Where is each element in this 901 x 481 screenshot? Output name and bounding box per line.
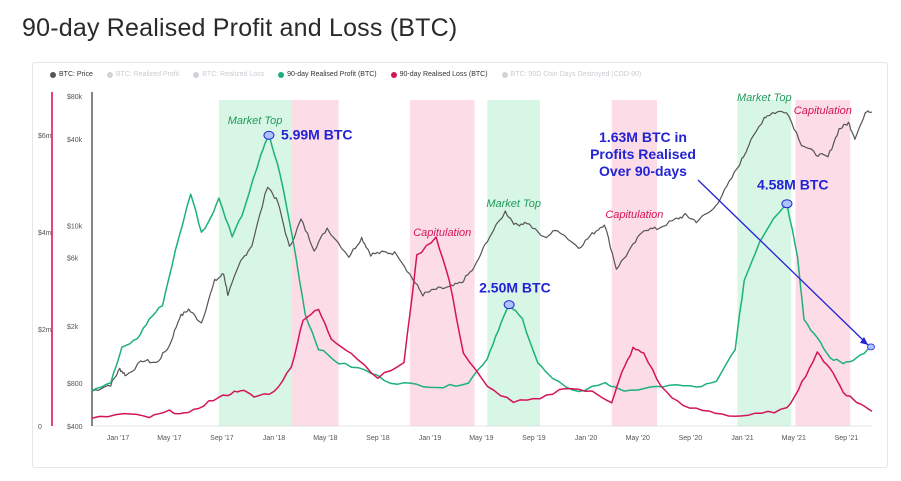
x-tick-label: Sep '17 xyxy=(210,435,234,442)
region-label: Market Top xyxy=(486,198,541,210)
market-top-region xyxy=(218,100,292,426)
legend-item[interactable]: 90-day Realised Profit (BTC) xyxy=(278,71,377,78)
market-top-region xyxy=(737,100,792,426)
callout-text: 1.63M BTC in xyxy=(599,129,687,145)
peak-marker-icon xyxy=(781,199,793,209)
x-tick-label: May '19 xyxy=(469,435,493,442)
chart-legend: BTC: Price BTC: Realized Profit BTC: Reali… xyxy=(50,71,641,78)
region-label: Market Top xyxy=(228,115,283,127)
region-label: Market Top xyxy=(737,92,792,104)
legend-item[interactable]: 90-day Realised Loss (BTC) xyxy=(390,71,488,78)
axes: 0 $2m $4m $6m $400 $800 $2k $6k $10k $40k $80k Jan … xyxy=(38,92,858,442)
region-label: Capitulation xyxy=(794,105,852,117)
legend-label: 90-day Realised Loss (BTC) xyxy=(399,71,488,78)
x-tick-label: Sep '20 xyxy=(679,435,703,442)
callout-text: Over 90-days xyxy=(599,163,687,179)
peak-label: 5.99M BTC xyxy=(281,126,353,142)
legend-item[interactable]: BTC: Realized Profit xyxy=(106,71,180,78)
capitulation-region xyxy=(611,100,658,426)
legend-label: BTC: 90D Coin Days Destroyed (CDD-90) xyxy=(510,71,642,78)
region-label: Capitulation xyxy=(605,209,663,221)
y-left-tick-label: $2m xyxy=(38,327,52,334)
callout-text: Profits Realised xyxy=(590,146,696,162)
x-tick-label: May '21 xyxy=(782,435,806,442)
legend-dot-icon xyxy=(106,71,113,78)
x-tick-label: Jan '18 xyxy=(263,435,285,442)
page-title: 90-day Realised Profit and Loss (BTC) xyxy=(22,14,458,42)
y-left-tick-label: 0 xyxy=(38,424,42,431)
legend-dot-icon xyxy=(193,71,200,78)
legend-label: BTC: Price xyxy=(59,71,93,78)
y-right-tick-label: $400 xyxy=(67,424,83,431)
peak-label: 4.58M BTC xyxy=(757,177,829,193)
x-tick-label: May '18 xyxy=(313,435,337,442)
y-right-tick-label: $10k xyxy=(67,224,83,231)
peak-label: 2.50M BTC xyxy=(479,280,551,296)
x-tick-label: May '17 xyxy=(157,435,181,442)
regions xyxy=(218,100,851,426)
series xyxy=(91,110,873,419)
legend-label: 90-day Realised Profit (BTC) xyxy=(287,71,377,78)
capitulation-region xyxy=(291,100,339,426)
legend-dot-icon xyxy=(50,71,56,78)
callout-arrowhead-icon xyxy=(860,336,868,345)
legend-dot-icon xyxy=(278,71,285,78)
y-right-tick-label: $80k xyxy=(67,94,83,101)
peak-marker-icon xyxy=(503,300,515,310)
loss-line xyxy=(91,236,873,419)
x-tick-label: Jan '19 xyxy=(419,435,441,442)
x-tick-label: Sep '19 xyxy=(522,435,546,442)
callout-arrow-line xyxy=(697,179,869,346)
capitulation-region xyxy=(409,100,475,426)
legend-dot-icon xyxy=(390,71,397,78)
x-tick-label: Sep '18 xyxy=(366,435,390,442)
legend-item[interactable]: BTC: Realized Loss xyxy=(193,71,264,78)
current-marker-icon xyxy=(867,343,875,351)
x-tick-label: Jan '20 xyxy=(575,435,597,442)
peak-marker-icon xyxy=(263,130,275,140)
y-right-tick-label: $2k xyxy=(67,324,79,331)
legend-dot-icon xyxy=(501,71,508,78)
profit-line xyxy=(91,133,873,393)
y-right-tick-label: $6k xyxy=(67,255,79,262)
price-line xyxy=(91,110,873,392)
legend-label: BTC: Realized Loss xyxy=(202,71,265,78)
x-tick-label: May '20 xyxy=(626,435,650,442)
region-label: Capitulation xyxy=(413,227,471,239)
y-right-tick-label: $800 xyxy=(67,381,83,388)
x-tick-label: Jan '17 xyxy=(107,435,129,442)
y-left-tick-label: $6m xyxy=(38,133,52,140)
y-left-tick-label: $4m xyxy=(38,230,52,237)
legend-label: BTC: Realized Profit xyxy=(115,71,180,78)
x-tick-label: Jan '21 xyxy=(731,435,753,442)
market-top-region xyxy=(487,100,540,426)
y-right-tick-label: $40k xyxy=(67,137,83,144)
capitulation-region xyxy=(795,100,851,426)
legend-item[interactable]: BTC: Price xyxy=(50,71,93,78)
legend-item[interactable]: BTC: 90D Coin Days Destroyed (CDD-90) xyxy=(501,71,642,78)
x-tick-label: Sep '21 xyxy=(835,435,859,442)
